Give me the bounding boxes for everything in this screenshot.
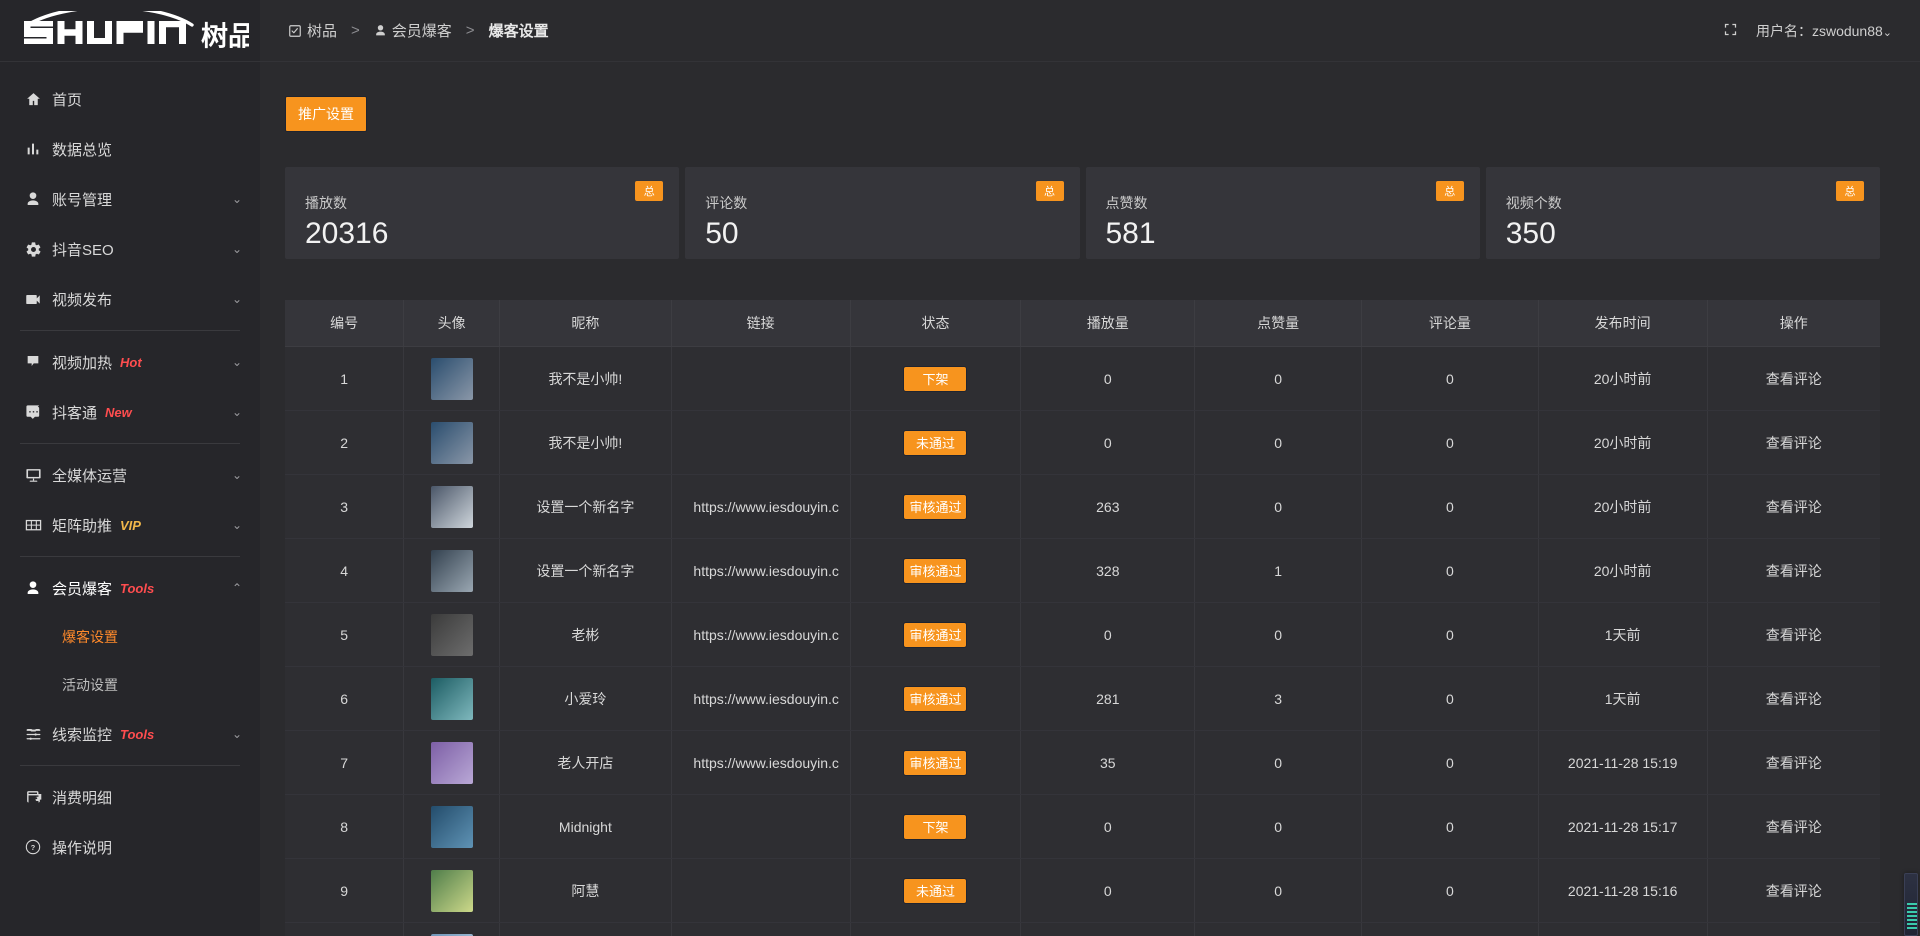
svg-text:?: ? <box>31 843 36 852</box>
svg-text:树品: 树品 <box>201 21 249 51</box>
